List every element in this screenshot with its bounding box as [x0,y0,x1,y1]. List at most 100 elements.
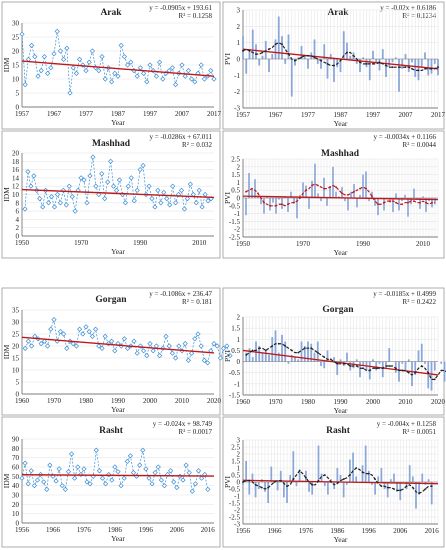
bar [292,451,295,482]
bar [271,337,274,362]
moving-average-point [317,479,320,482]
data-point [61,331,67,337]
data-point [102,196,108,202]
y-tick-label: 14 [12,174,20,182]
chart-title: Gorgan [322,305,354,315]
trend-equation: y = -0.0185x + 0.4999 [373,290,436,298]
data-point [161,189,167,196]
moving-average-point [378,61,381,64]
bar [333,59,335,82]
moving-average-point [311,483,314,486]
moving-average-point [377,203,379,206]
x-axis-label: Year [111,118,125,127]
data-point [51,51,57,57]
data-point [211,341,217,347]
data-point [93,447,99,453]
bar [336,361,339,375]
bar [411,59,413,63]
data-point [72,475,78,481]
data-point [22,345,28,351]
data-point [214,343,220,349]
bar [414,59,417,77]
bar [362,57,365,59]
chart-title: Rasht [326,426,351,436]
x-tick-label: 1990 [133,239,148,247]
moving-average-point [326,63,329,65]
data-point [128,59,134,65]
x-tick-label: 1990 [334,398,349,406]
data-point [182,341,188,347]
data-point [67,90,73,96]
data-point [93,183,99,189]
bar [261,55,264,59]
x-tick-label: 2010 [192,239,207,247]
data-point [130,470,137,476]
data-point [103,481,109,487]
bar [389,479,392,482]
bar [327,482,329,495]
x-tick-label: 2007 [175,110,190,118]
data-point [168,468,174,474]
y-tick-label: 0 [237,479,241,487]
moving-average-point [284,345,287,347]
data-point [174,484,180,491]
data-point [171,479,177,485]
y-tick-label: -1.5 [229,392,241,400]
bar [401,361,404,364]
moving-average-point [365,63,368,65]
data-point [99,475,106,481]
bar [404,194,406,198]
moving-average-point [424,67,426,70]
bar [359,194,361,198]
y-tick-label: 1.5 [231,325,240,333]
x-tick-label: 2010 [175,397,190,405]
moving-average-point [261,51,264,54]
data-point [227,353,233,359]
moving-average-point [258,347,261,350]
data-point [108,158,114,164]
data-point [89,48,95,54]
bar [393,473,395,482]
bar [352,452,354,482]
bar [349,459,351,482]
chart-title: Mashhad [92,139,131,149]
data-point [157,59,163,65]
moving-average-point [273,481,276,483]
moving-average-point [323,474,326,476]
y-tick-label: 6 [16,208,20,216]
data-point [146,475,152,481]
data-point [149,481,155,487]
moving-average-point [395,201,397,204]
x-tick-label: 1990 [111,397,126,405]
bar [395,193,397,198]
moving-average-point [293,201,295,204]
bar [362,174,364,198]
data-point [57,200,63,206]
bar [344,198,346,202]
bar [380,468,383,482]
chart-title: Arak [100,8,122,18]
moving-average-point [263,201,265,204]
moving-average-point [298,469,301,472]
bar [329,54,332,59]
moving-average-point [398,66,400,69]
moving-average-point [407,201,409,204]
moving-average-point [430,485,433,488]
bar [388,59,391,68]
bar [332,166,334,198]
x-tick-label: 1980 [301,398,316,406]
bar [418,482,420,495]
data-point [122,200,128,206]
x-tick-label: 1967 [269,111,284,119]
data-point [31,483,37,489]
trend-line [242,48,439,70]
data-point [189,488,195,494]
moving-average-point [330,481,332,483]
data-point [201,357,207,363]
moving-average-point [271,345,274,347]
data-point [47,462,53,468]
data-point [173,82,179,88]
bar [260,198,262,205]
r-squared: R² = 0.0044 [403,141,437,149]
